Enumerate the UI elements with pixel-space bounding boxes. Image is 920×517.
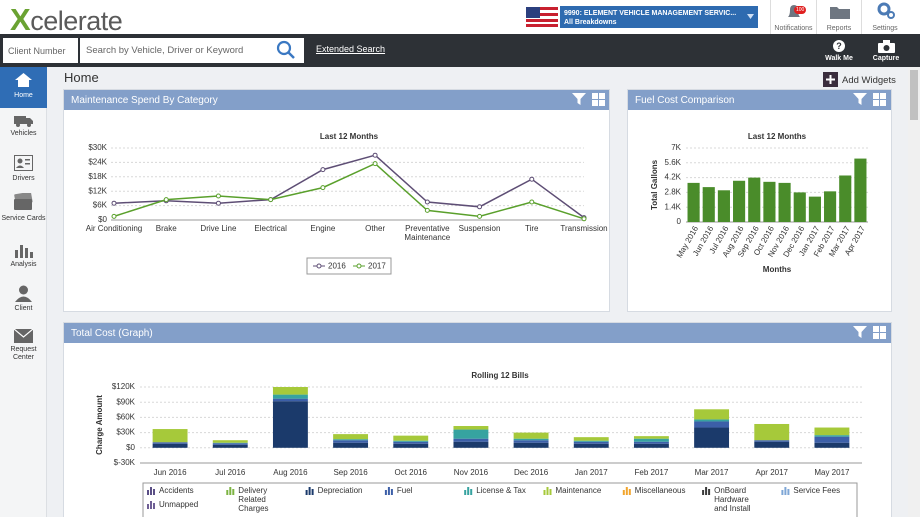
request-icon	[14, 329, 33, 343]
tool-label: Reports	[826, 25, 852, 32]
x-tick-label: Drive Line	[200, 224, 237, 233]
flag	[526, 7, 558, 27]
drivers-icon	[14, 155, 33, 171]
extended-search-link[interactable]: Extended Search	[316, 44, 386, 54]
nav-item[interactable]: Service Cards	[1, 215, 46, 222]
x-tick-label: Preventative Maintenance	[404, 224, 451, 242]
add-icon[interactable]	[823, 72, 838, 87]
legend-label: Fuel	[396, 486, 413, 495]
notifications[interactable]: 100 Notifications	[770, 0, 816, 34]
client-icon	[15, 285, 32, 302]
x-tick-label: Tire	[525, 224, 539, 233]
account-selector[interactable]: 9990: ELEMENT VEHICLE MANAGEMENT SERVIC.…	[560, 6, 758, 28]
logo[interactable]: Xcelerate	[10, 2, 123, 37]
nav-item[interactable]: Analysis	[10, 261, 37, 268]
widget-header: Maintenance Spend By Category	[64, 90, 609, 110]
x-tick-label: Air Conditioning	[85, 224, 143, 233]
legend-label: Maintenance	[555, 486, 602, 495]
legend-label: Miscellaneous	[634, 486, 686, 495]
scroll-thumb[interactable]	[910, 70, 918, 120]
legend-label: Depreciation	[317, 486, 363, 495]
walk-me[interactable]: Walk Me	[825, 55, 853, 62]
nav-item[interactable]: Request Center	[10, 346, 37, 361]
x-tick-label: Engine	[310, 224, 336, 233]
svg-text:?: ?	[836, 41, 842, 51]
cards-icon	[14, 193, 33, 210]
x-tick-label: Brake	[155, 224, 177, 233]
dropdown-arrow	[747, 14, 754, 19]
account-name: 9990: ELEMENT VEHICLE MANAGEMENT SERVIC.…	[564, 10, 737, 17]
nav-item[interactable]: Client	[14, 305, 33, 312]
legend-label: Accidents	[159, 486, 194, 495]
nav-item[interactable]: Vehicles	[10, 130, 37, 137]
legend-label: License & Tax	[476, 486, 526, 495]
search-icon[interactable]	[276, 40, 296, 60]
help-icon[interactable]: ?	[832, 39, 846, 53]
settings[interactable]: Settings	[861, 0, 908, 34]
reports[interactable]: Reports	[816, 0, 861, 34]
top-header	[0, 0, 920, 34]
legend-label: Unmapped	[159, 500, 199, 509]
client-number-input[interactable]: Client Number	[3, 38, 78, 63]
folder-icon	[830, 7, 850, 19]
widget-tools[interactable]	[852, 325, 888, 340]
nav-item[interactable]: Drivers	[12, 175, 35, 182]
legend-label: Delivery Related Charges	[238, 486, 269, 513]
x-tick-label: Suspension	[458, 224, 501, 233]
widget-tools[interactable]	[852, 92, 888, 107]
tool-label: Notifications	[774, 25, 813, 32]
legend-label: Service Fees	[793, 486, 841, 495]
add-widgets[interactable]: Add Widgets	[842, 75, 896, 86]
gear-icon	[877, 2, 895, 19]
x-tick-label: Other	[365, 224, 386, 233]
analysis-icon	[15, 245, 33, 258]
scrollbar[interactable]	[908, 67, 920, 517]
home-icon	[15, 73, 32, 87]
x-tick-label: Transmission	[560, 224, 608, 233]
capture[interactable]: Capture	[872, 55, 900, 62]
vehicles-icon	[14, 116, 33, 127]
x-tick-label: Electrical	[254, 224, 287, 233]
search-input[interactable]: Search by Vehicle, Driver or Keyword	[80, 38, 304, 63]
page-title: Home	[64, 70, 99, 85]
tool-label: Settings	[872, 25, 898, 32]
notification-badge: 100	[794, 6, 807, 14]
camera-icon[interactable]	[878, 40, 895, 53]
breakdown: All Breakdowns	[564, 19, 617, 26]
widget-tools[interactable]	[571, 92, 607, 107]
widget-header: Total Cost (Graph)	[64, 323, 891, 343]
legend-label: OnBoard Hardware and Install	[714, 486, 751, 513]
nav-item[interactable]: Home	[14, 92, 33, 99]
widget-header: Fuel Cost Comparison	[628, 90, 891, 110]
widget: Fuel Cost Comparison	[627, 89, 892, 312]
widget: Maintenance Spend By Category	[63, 89, 610, 312]
